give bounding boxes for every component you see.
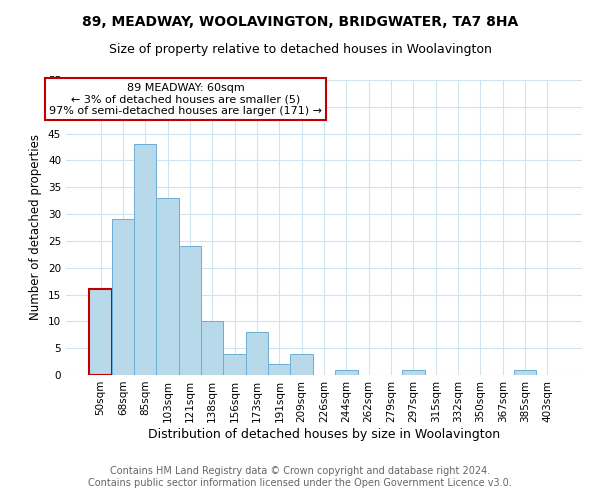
Bar <box>290 354 313 375</box>
Text: Contains HM Land Registry data © Crown copyright and database right 2024.: Contains HM Land Registry data © Crown c… <box>110 466 490 476</box>
Y-axis label: Number of detached properties: Number of detached properties <box>29 134 43 320</box>
Bar <box>246 332 268 375</box>
Bar <box>268 364 290 375</box>
Text: 89, MEADWAY, WOOLAVINGTON, BRIDGWATER, TA7 8HA: 89, MEADWAY, WOOLAVINGTON, BRIDGWATER, T… <box>82 15 518 29</box>
Bar <box>134 144 157 375</box>
Bar <box>201 322 223 375</box>
Bar <box>179 246 201 375</box>
Bar <box>514 370 536 375</box>
Bar <box>89 289 112 375</box>
Bar <box>223 354 246 375</box>
Bar <box>157 198 179 375</box>
X-axis label: Distribution of detached houses by size in Woolavington: Distribution of detached houses by size … <box>148 428 500 440</box>
Text: Size of property relative to detached houses in Woolavington: Size of property relative to detached ho… <box>109 42 491 56</box>
Text: Contains public sector information licensed under the Open Government Licence v3: Contains public sector information licen… <box>88 478 512 488</box>
Bar <box>112 220 134 375</box>
Bar <box>335 370 358 375</box>
Text: 89 MEADWAY: 60sqm
← 3% of detached houses are smaller (5)
97% of semi-detached h: 89 MEADWAY: 60sqm ← 3% of detached house… <box>49 82 322 116</box>
Bar <box>402 370 425 375</box>
